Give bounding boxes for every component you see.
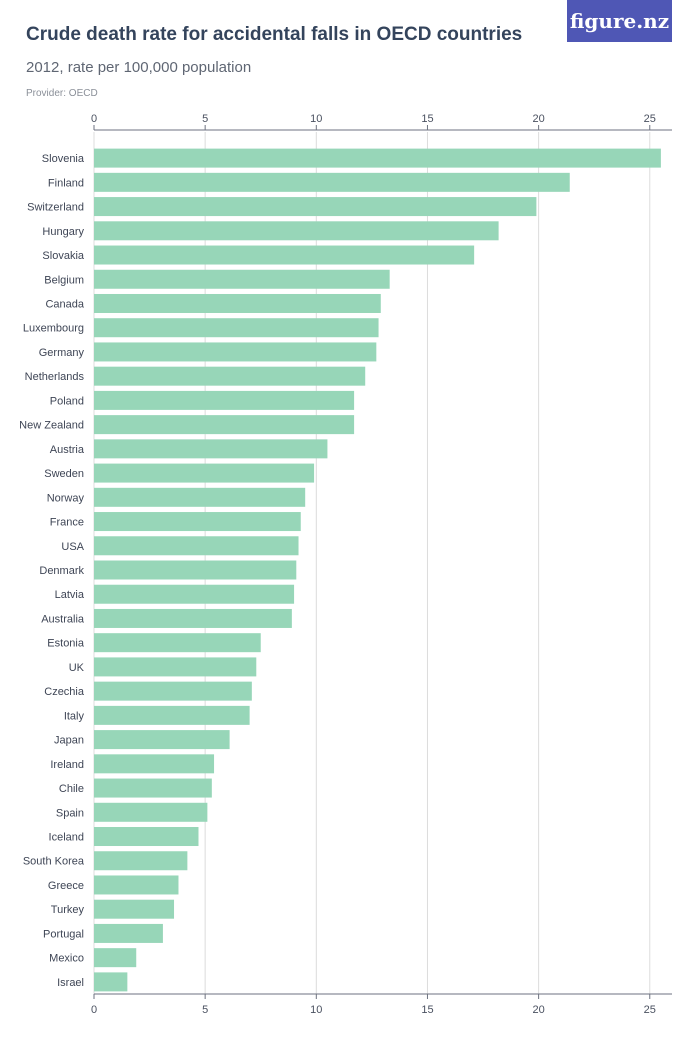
bar <box>94 584 295 604</box>
category-label: Ireland <box>50 759 84 771</box>
bar <box>94 681 252 701</box>
provider-label: Provider: OECD <box>26 88 98 99</box>
bar <box>94 293 381 313</box>
category-label: Iceland <box>49 832 84 844</box>
category-label: Finland <box>48 177 84 189</box>
bottom-tick-label: 0 <box>91 1004 97 1016</box>
category-label: Greece <box>48 880 84 892</box>
category-label: Austria <box>50 444 85 456</box>
category-label: Latvia <box>55 589 85 601</box>
bottom-tick-label: 15 <box>421 1004 433 1016</box>
bar <box>94 754 215 774</box>
bar <box>94 560 297 580</box>
bar <box>94 197 537 217</box>
bar <box>94 923 163 943</box>
bar <box>94 342 377 362</box>
bar <box>94 827 199 847</box>
bar <box>94 245 475 265</box>
top-tick-label: 5 <box>202 113 208 125</box>
bar <box>94 851 188 871</box>
bar <box>94 221 499 241</box>
category-label: Czechia <box>44 686 85 698</box>
bar <box>94 778 212 798</box>
bar <box>94 730 230 750</box>
bar <box>94 536 299 556</box>
category-label: Poland <box>50 395 84 407</box>
category-label: Hungary <box>42 226 84 238</box>
bottom-tick-label: 10 <box>310 1004 322 1016</box>
bar <box>94 875 179 895</box>
bar <box>94 269 390 289</box>
category-label: Chile <box>59 783 84 795</box>
figure-nz-logo[interactable]: figure.nz <box>567 0 672 42</box>
top-tick-label: 25 <box>644 113 656 125</box>
bar <box>94 487 306 507</box>
category-label: Slovenia <box>42 153 85 165</box>
top-tick-label: 15 <box>421 113 433 125</box>
category-label: Norway <box>47 492 85 504</box>
category-label: New Zealand <box>19 420 84 432</box>
bar <box>94 415 355 435</box>
bar <box>94 366 366 386</box>
category-label: Germany <box>39 347 85 359</box>
category-label: Turkey <box>51 904 85 916</box>
category-label: France <box>50 517 84 529</box>
bottom-tick-label: 25 <box>644 1004 656 1016</box>
category-label: Estonia <box>47 638 85 650</box>
category-label: Italy <box>64 710 85 722</box>
category-label: South Korea <box>23 856 85 868</box>
bar <box>94 948 137 968</box>
chart-subtitle: 2012, rate per 100,000 population <box>26 59 252 76</box>
category-label: UK <box>69 662 85 674</box>
bar <box>94 657 257 677</box>
bar <box>94 463 315 483</box>
chart-title: Crude death rate for accidental falls in… <box>26 24 523 45</box>
top-tick-label: 20 <box>532 113 544 125</box>
bar <box>94 972 128 992</box>
category-label: Sweden <box>44 468 84 480</box>
category-label: Luxembourg <box>23 323 84 335</box>
bar <box>94 802 208 822</box>
category-label: Mexico <box>49 953 84 965</box>
category-label: Japan <box>54 735 84 747</box>
top-tick-label: 10 <box>310 113 322 125</box>
category-label: Israel <box>57 977 84 989</box>
bar <box>94 148 661 168</box>
bar <box>94 390 355 410</box>
category-label: USA <box>61 541 84 553</box>
category-label: Slovakia <box>42 250 84 262</box>
category-label: Canada <box>45 298 84 310</box>
bar <box>94 705 250 725</box>
bar <box>94 633 261 653</box>
category-label: Australia <box>41 613 85 625</box>
category-label: Belgium <box>44 274 84 286</box>
bar <box>94 608 292 628</box>
bar <box>94 318 379 338</box>
top-tick-label: 0 <box>91 113 97 125</box>
bar <box>94 512 301 532</box>
bottom-tick-label: 20 <box>532 1004 544 1016</box>
category-label: Denmark <box>39 565 84 577</box>
bar <box>94 172 570 192</box>
bar <box>94 439 328 459</box>
category-label: Switzerland <box>27 202 84 214</box>
bottom-tick-label: 5 <box>202 1004 208 1016</box>
category-label: Portugal <box>43 928 84 940</box>
category-label: Netherlands <box>25 371 85 383</box>
bar <box>94 899 175 919</box>
category-label: Spain <box>56 807 84 819</box>
